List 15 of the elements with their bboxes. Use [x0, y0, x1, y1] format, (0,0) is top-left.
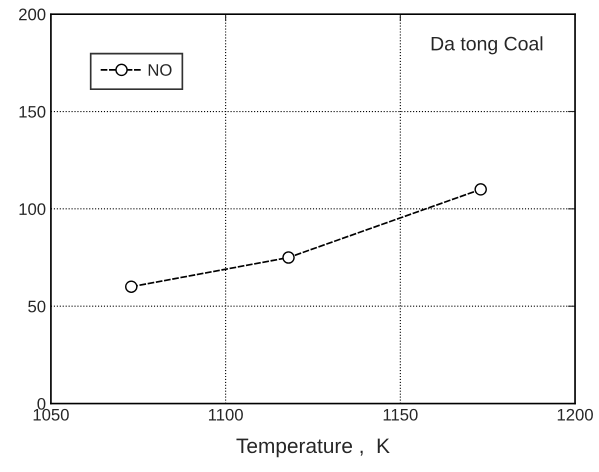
- x-tick-label: 1050: [34, 408, 69, 421]
- legend-label: NO: [148, 64, 172, 76]
- point: [282, 251, 295, 264]
- y-tick-label: 0: [37, 398, 46, 410]
- y-tick-label: 150: [20, 106, 46, 118]
- x-tick-label: 1150: [384, 408, 418, 421]
- y-tick-label: 200: [19, 8, 46, 20]
- x-tick-label: 1100: [208, 408, 243, 421]
- point: [474, 183, 487, 196]
- y-tick-label: 50: [28, 300, 46, 312]
- annotation: Da tong Coal: [432, 36, 542, 54]
- y-tick-label: 100: [20, 203, 46, 216]
- x-axis-title: Temperature , K: [236, 438, 390, 458]
- x-tick-label: 1200: [558, 408, 593, 421]
- point: [125, 280, 138, 293]
